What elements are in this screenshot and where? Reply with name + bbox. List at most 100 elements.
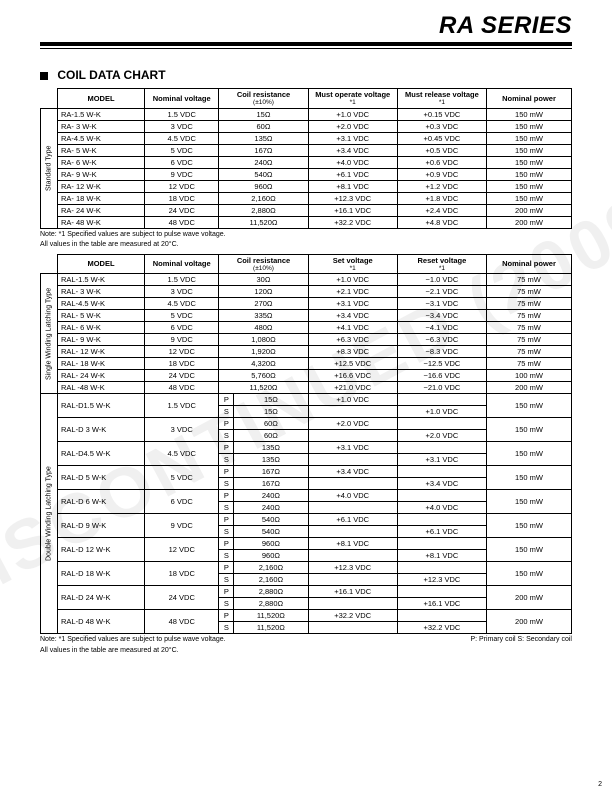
cell: +2.0 VDC [397,430,486,442]
cell: +0.45 VDC [397,132,486,144]
cell: +3.1 VDC [308,132,397,144]
cell [308,430,397,442]
table-row: RAL-D 18 W-K18 VDCP2,160Ω+12.3 VDC150 mW [41,562,572,574]
cell: 150 mW [487,108,572,120]
s-label: S [219,430,234,442]
cell: 200 mW [487,610,572,634]
cell: +4.0 VDC [397,502,486,514]
p-label: P [219,538,234,550]
cell: +2.0 VDC [308,120,397,132]
cell: +6.3 VDC [308,334,397,346]
cell: +32.2 VDC [308,610,397,622]
cell: +0.3 VDC [397,120,486,132]
table-row: RAL- 18 W-K18 VDC4,320Ω+12.5 VDC−12.5 VD… [41,358,572,370]
cell: 2,160Ω [234,574,308,586]
cell: +1.0 VDC [308,108,397,120]
table-row: RAL- 24 W-K24 VDC5,760Ω+16.6 VDC−16.6 VD… [41,370,572,382]
cell: +1.0 VDC [308,274,397,286]
table-row: RAL-D4.5 W-K4.5 VDCP135Ω+3.1 VDC150 mW [41,442,572,454]
cell: 24 VDC [145,204,219,216]
cell: +4.1 VDC [308,322,397,334]
table-row: RAL-D 6 W-K6 VDCP240Ω+4.0 VDC150 mW [41,490,572,502]
cell: 4.5 VDC [145,132,219,144]
cell: RAL-D 24 W-K [57,586,144,610]
cell: +8.1 VDC [308,538,397,550]
cell: +3.4 VDC [308,310,397,322]
cell: 240Ω [234,490,308,502]
cell: +3.1 VDC [308,442,397,454]
cell: 540Ω [234,526,308,538]
s-label: S [219,406,234,418]
cell: +12.3 VDC [397,574,486,586]
cell [308,622,397,634]
cell: +12.5 VDC [308,358,397,370]
cell [308,478,397,490]
cell: 150 mW [487,562,572,586]
s-label: S [219,478,234,490]
cell: 5,760Ω [219,370,308,382]
cell: +1.0 VDC [397,406,486,418]
cell: +3.4 VDC [308,144,397,156]
cell: 540Ω [219,168,308,180]
cell: 75 mW [487,334,572,346]
s-label: S [219,526,234,538]
cell: RAL- 9 W-K [57,334,144,346]
cell: RA- 12 W-K [57,180,144,192]
cell: +2.0 VDC [308,418,397,430]
cell: 150 mW [487,490,572,514]
cell [308,574,397,586]
cell: 6 VDC [145,490,219,514]
cell: 480Ω [219,322,308,334]
cell: RA- 24 W-K [57,204,144,216]
cell [397,442,486,454]
cell: 9 VDC [145,514,219,538]
p-label: P [219,394,234,406]
cell: 4.5 VDC [145,442,219,466]
cell [308,454,397,466]
cell: 75 mW [487,298,572,310]
cell: 11,520Ω [234,610,308,622]
cell: +4.0 VDC [308,156,397,168]
cell: −16.6 VDC [397,370,486,382]
cell: 150 mW [487,466,572,490]
section-title-text: COIL DATA CHART [57,68,165,82]
cell [397,586,486,598]
coil-data-table-latching: MODEL Nominal voltage Coil resistance(±1… [40,254,572,635]
cell: RAL-D 5 W-K [57,466,144,490]
cell: 3 VDC [145,286,219,298]
table-row: RAL- 5 W-K5 VDC335Ω+3.4 VDC−3.4 VDC75 mW [41,310,572,322]
cell [397,538,486,550]
cell: 48 VDC [145,610,219,634]
col-reset-voltage: Reset voltage*1 [397,254,486,274]
cell: 75 mW [487,346,572,358]
cell: 200 mW [487,382,572,394]
cell: 2,880Ω [234,586,308,598]
cell: RAL- 12 W-K [57,346,144,358]
side-label-double: Double Winding Latching Type [41,394,58,634]
cell: 167Ω [219,144,308,156]
cell: +8.3 VDC [308,346,397,358]
cell: 335Ω [219,310,308,322]
cell: RAL-D 48 W-K [57,610,144,634]
cell: 200 mW [487,216,572,228]
cell [308,526,397,538]
cell: 150 mW [487,442,572,466]
cell: 2,160Ω [219,192,308,204]
cell: RA- 48 W-K [57,216,144,228]
cell: 75 mW [487,274,572,286]
table-row: RAL-D 5 W-K5 VDCP167Ω+3.4 VDC150 mW [41,466,572,478]
cell: 1,920Ω [219,346,308,358]
table-row: RA- 6 W-K6 VDC240Ω+4.0 VDC+0.6 VDC150 mW [41,156,572,168]
cell: 240Ω [219,156,308,168]
cell: 135Ω [219,132,308,144]
cell: +8.1 VDC [397,550,486,562]
cell: RA- 6 W-K [57,156,144,168]
cell: 60Ω [219,120,308,132]
cell: 18 VDC [145,562,219,586]
cell: +6.1 VDC [308,514,397,526]
p-label: P [219,562,234,574]
cell: 150 mW [487,394,572,418]
table-row: RAL- 3 W-K3 VDC120Ω+2.1 VDC−2.1 VDC75 mW [41,286,572,298]
table-row: RA- 48 W-K48 VDC11,520Ω+32.2 VDC+4.8 VDC… [41,216,572,228]
cell: RAL- 6 W-K [57,322,144,334]
